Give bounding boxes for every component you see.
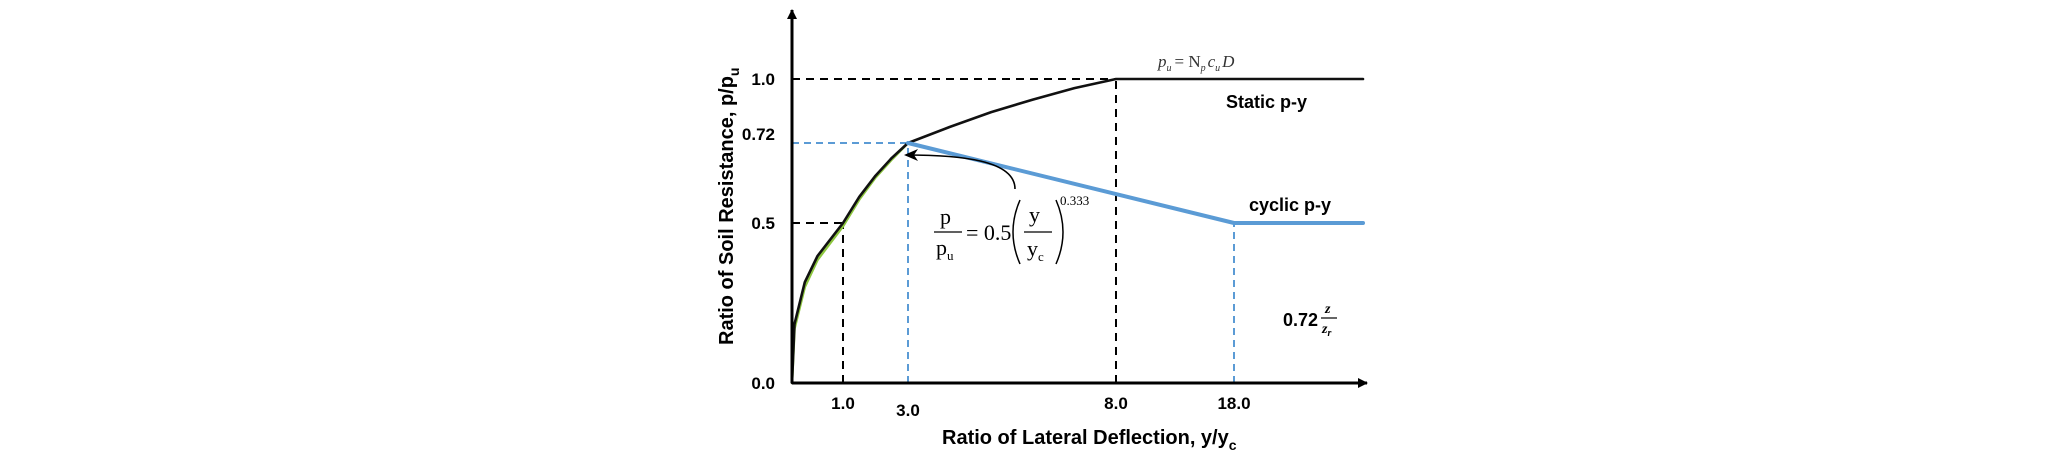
depth-formula: 0.72 z zr [1283, 302, 1337, 339]
static-py-curve [790, 77, 1365, 385]
depth-numerator: z [1324, 302, 1331, 317]
y-tick-label: 1.0 [751, 70, 775, 89]
x-tick-label: 3.0 [896, 401, 920, 420]
eq-denominator: pu [936, 235, 954, 263]
eq-coefficient: = 0.5 [966, 220, 1011, 245]
x-tick-label: 18.0 [1217, 394, 1250, 413]
depth-coefficient: 0.72 [1283, 310, 1318, 330]
annotation-arrow [904, 149, 1016, 190]
eq-inner-numerator: y [1029, 202, 1040, 227]
eq-inner-denominator: yc [1027, 236, 1044, 264]
eq-numerator: p [940, 204, 951, 229]
y-tick-labels: 0.0 0.5 0.72 1.0 [742, 70, 775, 393]
y-tick-label: 0.0 [751, 374, 775, 393]
x-tick-label: 8.0 [1104, 394, 1128, 413]
depth-denominator: zr [1321, 322, 1331, 339]
x-tick-labels: 1.0 3.0 8.0 18.0 [831, 394, 1250, 420]
eq-exponent: 0.333 [1060, 193, 1089, 208]
eq-right-paren [1055, 199, 1064, 265]
green-curve [790, 141, 910, 385]
reference-lines [792, 78, 1235, 383]
power-law-equation: p pu = 0.5 y yc 0.333 [934, 193, 1089, 265]
y-tick-label: 0.72 [742, 125, 775, 144]
eq-left-paren [1012, 199, 1021, 265]
y-tick-label: 0.5 [751, 214, 775, 233]
curves [790, 77, 1365, 385]
pu-formula: pu = Np cu D [1157, 52, 1235, 74]
cyclic-py-curve [906, 141, 1365, 225]
cyclic-py-label: cyclic p-y [1249, 195, 1331, 215]
y-axis-title: Ratio of Soil Resistance, p/pu [716, 68, 742, 346]
x-tick-label: 1.0 [831, 394, 855, 413]
x-axis-title: Ratio of Lateral Deflection, y/yc [942, 427, 1237, 453]
static-py-label: Static p-y [1226, 92, 1307, 112]
